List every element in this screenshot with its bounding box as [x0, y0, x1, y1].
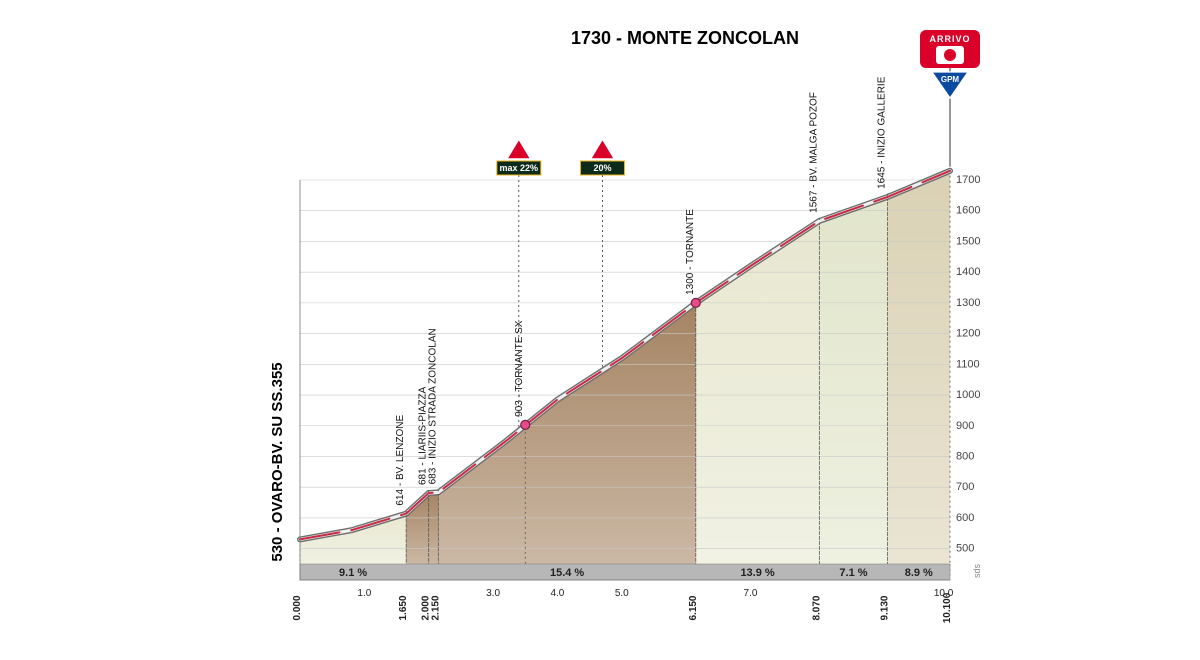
- gradient-sign-label: 20%: [593, 163, 611, 173]
- elev-tick-label: 1200: [956, 328, 980, 340]
- segment-fill: [438, 303, 695, 564]
- km-tick-label: 5.0: [615, 588, 629, 599]
- credit: sds: [972, 563, 982, 578]
- km-label: 6.150: [688, 595, 699, 620]
- gradient-sign-label: max 22%: [500, 163, 539, 173]
- grade-label: 15.4 %: [550, 567, 584, 579]
- elev-tick-label: 500: [956, 543, 974, 555]
- poi-label: 683 - INIZIO STRADA ZONCOLAN: [427, 328, 438, 484]
- grade-label: 9.1 %: [339, 567, 367, 579]
- segment-fill: [406, 492, 438, 564]
- arrivo-label: ARRIVO: [929, 34, 970, 44]
- km-label: 10.100: [942, 592, 953, 623]
- km-label: 1.650: [398, 595, 409, 620]
- km-tick-label: 7.0: [744, 588, 758, 599]
- km-label: 0.000: [292, 595, 303, 620]
- km-label: 2.150: [430, 595, 441, 620]
- start-title: 530 - OVARO-BV. SU SS.355: [269, 362, 286, 561]
- elev-tick-label: 1700: [956, 174, 980, 186]
- camera-icon: [944, 49, 956, 61]
- elev-tick-label: 1600: [956, 205, 980, 217]
- elev-tick-label: 700: [956, 481, 974, 493]
- elev-tick-label: 1100: [956, 358, 980, 370]
- poi-label: 903 - TORNANTE SX: [514, 320, 525, 417]
- poi-label: 1567 - BV. MALGA POZOF: [808, 92, 819, 213]
- segment-fill: [888, 171, 950, 564]
- grade-label: 7.1 %: [839, 567, 867, 579]
- climb-profile: { "title_top": "1730 - MONTE ZONCOLAN", …: [0, 0, 1200, 660]
- km-label: 8.070: [811, 595, 822, 620]
- poi-label: 614 - BV. LENZONE: [395, 415, 406, 506]
- elev-tick-label: 1500: [956, 235, 980, 247]
- km-tick-label: 1.0: [357, 588, 371, 599]
- summit-title: 1730 - MONTE ZONCOLAN: [571, 28, 799, 48]
- km-label: 9.130: [880, 595, 891, 620]
- km-tick-label: 3.0: [486, 588, 500, 599]
- warning-triangle-icon: [507, 139, 531, 159]
- elev-tick-label: 1300: [956, 297, 980, 309]
- grade-label: 13.9 %: [740, 567, 774, 579]
- gpm-label: GPM: [941, 75, 960, 84]
- km-tick-label: 4.0: [550, 588, 564, 599]
- segment-fill: [819, 197, 887, 564]
- hairpin-marker: [521, 420, 530, 429]
- elev-tick-label: 800: [956, 450, 974, 462]
- warning-triangle-icon: [590, 139, 614, 159]
- elev-tick-label: 600: [956, 512, 974, 524]
- poi-label: 1645 - INIZIO GALLERIE: [877, 76, 888, 189]
- hairpin-marker: [691, 298, 700, 307]
- elev-tick-label: 900: [956, 420, 974, 432]
- profile-svg: 500 600 700 800 900 1000 1100 1200 1300 1400 1500 1…: [0, 0, 1200, 660]
- grade-label: 8.9 %: [905, 567, 933, 579]
- elev-tick-label: 1000: [956, 389, 980, 401]
- elev-tick-label: 1400: [956, 266, 980, 278]
- poi-label: 1300 - TORNANTE: [685, 209, 696, 295]
